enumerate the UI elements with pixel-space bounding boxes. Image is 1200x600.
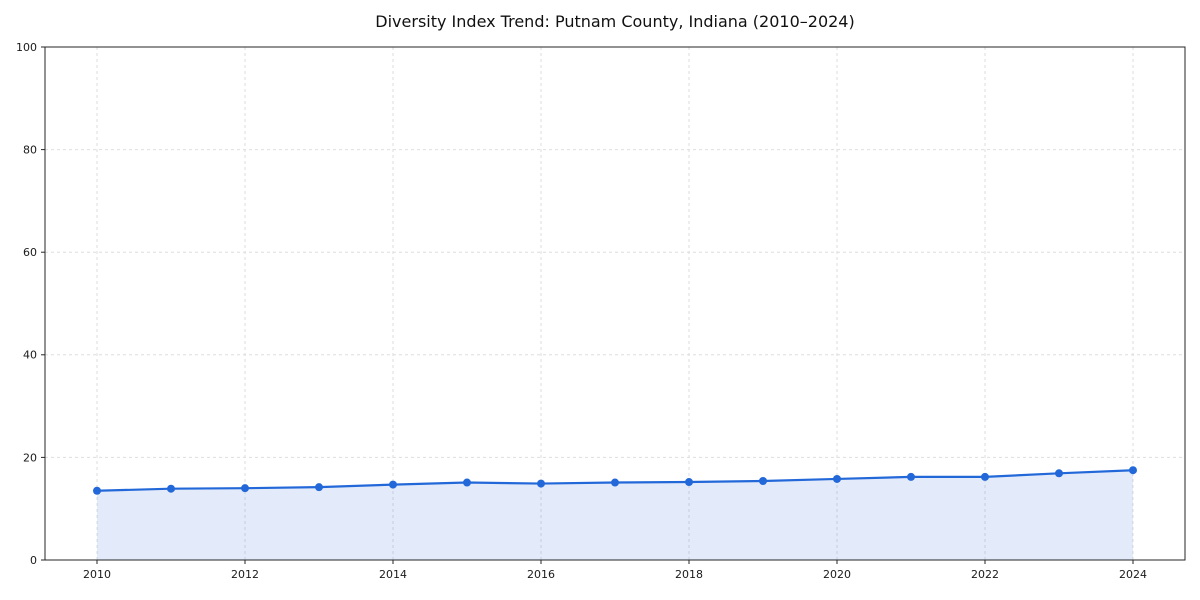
chart-title: Diversity Index Trend: Putnam County, In… [375,12,855,31]
data-point [241,484,249,493]
data-point [463,478,471,487]
y-tick-label: 60 [23,246,37,259]
data-point [167,484,175,493]
data-point [1129,466,1137,475]
x-tick-label: 2018 [675,568,703,581]
x-tick-label: 2016 [527,568,555,581]
data-point [833,474,841,483]
area-fill [97,470,1133,560]
data-point [907,472,915,481]
data-point [93,486,101,495]
x-tick-label: 2012 [231,568,259,581]
plot-border [44,46,1186,561]
x-tick-label: 2024 [1119,568,1147,581]
x-tick-label: 2010 [83,568,111,581]
data-point [611,478,619,487]
data-point [1055,469,1063,478]
x-tick-label: 2014 [379,568,407,581]
y-tick-label: 80 [23,143,37,156]
y-tick-label: 20 [23,451,37,464]
x-tick-label: 2020 [823,568,851,581]
y-tick-label: 40 [23,349,37,362]
x-tick-label: 2022 [971,568,999,581]
y-tick-label: 0 [30,554,37,567]
data-point [981,472,989,481]
data-point [685,478,693,487]
y-tick-label: 100 [16,41,37,54]
data-point [389,480,397,489]
data-point [759,476,767,485]
data-point [537,479,545,488]
data-point [315,483,323,492]
